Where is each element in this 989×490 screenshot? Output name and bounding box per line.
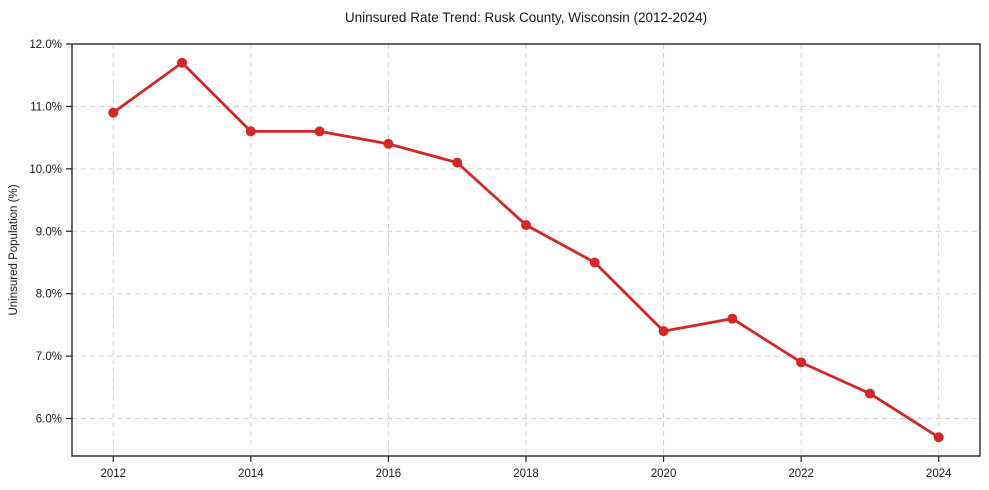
data-point (589, 257, 600, 268)
x-tick-label: 2022 (788, 468, 814, 480)
x-tick-label: 2016 (376, 468, 402, 480)
y-tick-label: 9.0% (36, 226, 62, 238)
chart-title: Uninsured Rate Trend: Rusk County, Wisco… (344, 10, 708, 25)
x-tick-label: 2014 (238, 468, 264, 480)
data-point (314, 126, 325, 137)
data-point (864, 388, 875, 399)
x-tick-label: 2024 (926, 468, 952, 480)
y-tick-label: 12.0% (29, 39, 62, 51)
x-tick-label: 2012 (100, 468, 126, 480)
x-tick-label: 2020 (651, 468, 677, 480)
data-point (933, 432, 944, 443)
data-point (521, 220, 531, 231)
data-point (452, 157, 463, 168)
plot-border (71, 43, 981, 457)
data-point (727, 313, 738, 324)
data-point (177, 57, 188, 68)
x-tick-label: 2018 (513, 468, 539, 480)
data-point (108, 107, 119, 118)
data-point (658, 326, 669, 337)
data-point (796, 357, 807, 368)
data-point (245, 126, 256, 137)
y-tick-label: 7.0% (36, 351, 62, 363)
y-tick-label: 6.0% (36, 414, 62, 426)
y-tick-label: 10.0% (29, 164, 62, 176)
y-tick-label: 8.0% (36, 289, 62, 301)
y-tick-label: 11.0% (30, 101, 62, 113)
data-point (383, 138, 394, 149)
